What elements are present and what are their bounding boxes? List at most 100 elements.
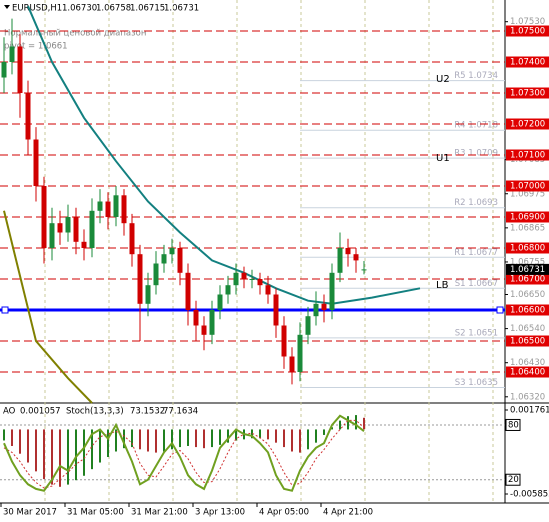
level-label-box <box>506 149 549 161</box>
candle-body <box>329 272 335 310</box>
indicator-line <box>3 210 93 404</box>
candle-body <box>305 316 311 335</box>
y-tick-label: 1.06650 <box>510 290 545 300</box>
candle-body <box>161 254 167 264</box>
y-tick-label: 1.07530 <box>510 17 545 27</box>
candle-body <box>89 210 95 248</box>
stoch-main-value: 73.1532 <box>130 407 165 417</box>
quote-open: 1.06730 <box>62 4 97 14</box>
level-label: 1.06900 <box>510 213 545 223</box>
candle-body <box>241 272 247 279</box>
stoch-level-label: 20 <box>508 475 519 485</box>
y-tick-label: 1.06540 <box>510 324 545 334</box>
candle-body <box>97 201 103 211</box>
pivot-label: R1 1.0677 <box>454 248 498 258</box>
osc-tick-label: 0.001761 <box>510 406 549 416</box>
annotation: LB <box>436 280 449 291</box>
level-label: 1.07400 <box>510 58 545 68</box>
candle-body <box>41 186 47 248</box>
candle-body <box>233 272 239 286</box>
candle-body <box>353 254 359 261</box>
candle-body <box>185 272 191 310</box>
candle-body <box>113 195 119 217</box>
x-tick-label: 31 Mar 21:00 <box>131 508 188 518</box>
indicator-name: Нормальный ценовой диапазон <box>4 29 146 39</box>
pivot-label: R4 1.0718 <box>454 121 498 131</box>
candle-body <box>249 279 255 280</box>
pivot-label: R5 1.0734 <box>454 71 498 81</box>
annotation: U1 <box>436 153 450 164</box>
level-label: 1.06500 <box>510 337 545 347</box>
pivot-label: S2 1.0651 <box>455 328 498 338</box>
support-handle <box>496 306 504 314</box>
candle-body <box>1 62 7 78</box>
stoch-label: Stoch(13,3,3) <box>66 407 124 417</box>
dropdown-icon <box>4 5 10 9</box>
candle-body <box>33 139 39 186</box>
candle-body <box>257 279 263 286</box>
candle-body <box>225 285 231 295</box>
stoch-level-box <box>505 473 521 486</box>
y-tick-label: 1.06320 <box>510 392 545 402</box>
stoch-main <box>3 414 365 492</box>
pivot-text: pivot = 1.0661 <box>4 42 68 52</box>
stoch-signal <box>3 419 365 489</box>
y-tick-label: 1.06755 <box>510 257 545 267</box>
level-label: 1.06600 <box>510 306 545 316</box>
candle-body <box>361 269 367 271</box>
candle-body <box>121 195 127 224</box>
level-label: 1.07300 <box>510 89 545 99</box>
candle-body <box>265 285 271 295</box>
x-tick-label: 4 Apr 05:00 <box>259 508 309 518</box>
stoch-level-label: 80 <box>508 420 519 430</box>
quote-close: 1.06731 <box>164 4 199 14</box>
candle-body <box>313 303 319 317</box>
pivot-label: S3 1.0635 <box>455 378 498 388</box>
level-label: 1.06700 <box>510 275 545 285</box>
level-label: 1.07100 <box>510 151 545 161</box>
level-label-box <box>506 118 549 130</box>
y-tick-label: 1.06430 <box>510 358 545 368</box>
x-tick-label: 3 Apr 13:00 <box>195 508 245 518</box>
support-handle <box>1 306 9 314</box>
osc-tick-label: -0.005852 <box>510 490 549 500</box>
current-price: 1.06731 <box>510 265 545 275</box>
level-label-box <box>506 242 549 254</box>
candle-body <box>337 248 343 273</box>
candle-body <box>169 248 175 255</box>
candle-body <box>25 93 31 140</box>
level-label-box <box>506 366 549 378</box>
quote-low: 1.06715 <box>130 4 165 14</box>
candle-body <box>289 356 295 372</box>
candle-body <box>201 325 207 335</box>
x-tick-label: 4 Apr 21:00 <box>323 508 373 518</box>
symbol: EURUSD,H1 <box>12 4 62 14</box>
level-label-box <box>506 273 549 285</box>
candle-body <box>105 201 111 217</box>
stoch-signal-value: 77.1634 <box>163 407 198 417</box>
price-box <box>506 263 549 275</box>
level-label: 1.07500 <box>510 27 545 37</box>
x-tick-label: 31 Mar 05:00 <box>67 508 124 518</box>
pivot-label: R2 1.0693 <box>454 198 498 208</box>
level-label-box <box>506 335 549 347</box>
level-label-box <box>506 304 549 316</box>
annotation: U2 <box>436 74 450 85</box>
candle-body <box>129 223 135 255</box>
candle-body <box>217 294 223 310</box>
candle-body <box>73 217 79 242</box>
candle-body <box>297 334 303 372</box>
level-label-box <box>506 211 549 223</box>
candle-body <box>17 46 23 93</box>
candle-body <box>9 46 15 62</box>
level-label-box <box>506 56 549 68</box>
candle-body <box>209 310 215 335</box>
level-label-box <box>506 25 549 37</box>
candle-body <box>49 223 55 248</box>
quote-high: 1.06758 <box>96 4 131 14</box>
candle-body <box>281 325 287 357</box>
candle-body <box>65 217 71 233</box>
x-tick-label: 30 Mar 2017 <box>3 508 57 518</box>
level-label: 1.07200 <box>510 120 545 130</box>
